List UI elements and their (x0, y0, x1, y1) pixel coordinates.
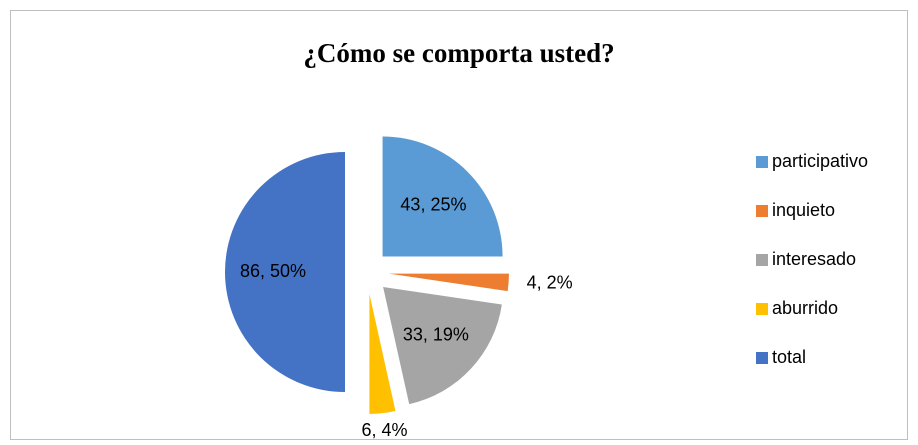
legend-swatch (756, 156, 768, 168)
legend-label: interesado (772, 249, 856, 269)
pie-slice (369, 293, 396, 414)
legend-swatch (756, 303, 768, 315)
pie-slice (382, 136, 503, 257)
legend-label: participativo (772, 151, 868, 171)
pie-slice (383, 286, 502, 405)
chart-title: ¿Cómo se comporta usted? (303, 38, 614, 68)
legend-swatch (756, 352, 768, 364)
data-label: 43, 25% (400, 194, 466, 214)
legend-label: total (772, 347, 806, 367)
legend-swatch (756, 254, 768, 266)
data-label: 33, 19% (403, 325, 469, 345)
pie-slice (225, 152, 345, 392)
data-label: 86, 50% (240, 261, 306, 281)
legend-swatch (756, 205, 768, 217)
legend-label: aburrido (772, 298, 838, 318)
pie-slice (388, 273, 509, 292)
data-label: 6, 4% (361, 420, 407, 440)
data-label: 4, 2% (527, 272, 573, 292)
legend-label: inquieto (772, 200, 835, 220)
